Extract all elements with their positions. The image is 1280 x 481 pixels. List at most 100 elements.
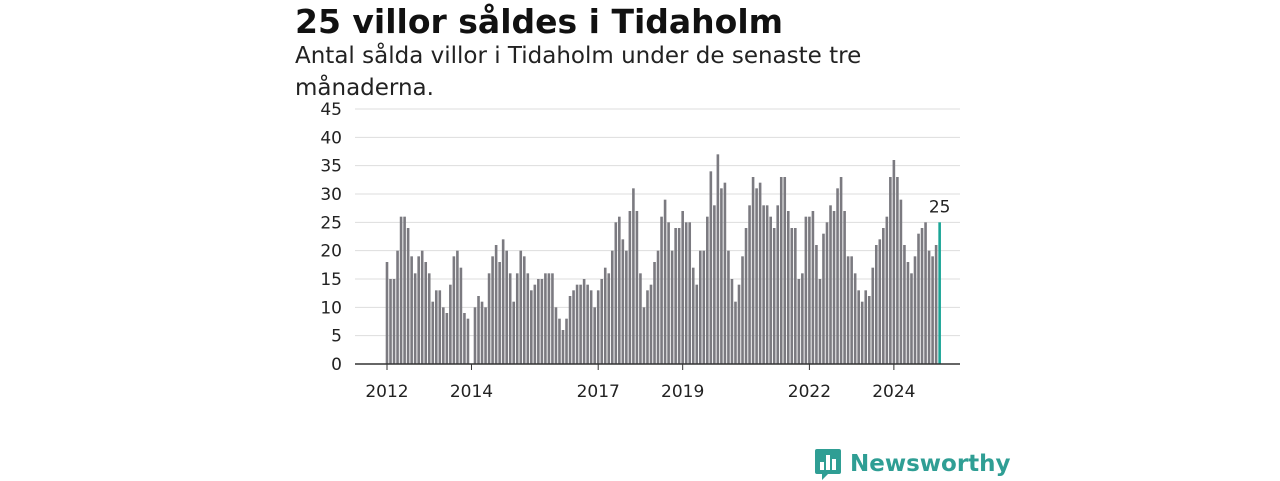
bar bbox=[769, 216, 772, 364]
bar bbox=[924, 222, 927, 364]
bar bbox=[406, 228, 410, 364]
bar bbox=[554, 307, 558, 364]
bar bbox=[779, 177, 783, 364]
bar bbox=[716, 154, 720, 364]
bar bbox=[850, 256, 853, 364]
bar bbox=[519, 250, 523, 364]
bar bbox=[547, 273, 551, 364]
y-tick-label: 30 bbox=[320, 185, 342, 205]
bar bbox=[702, 250, 706, 364]
y-tick-label: 45 bbox=[320, 100, 342, 120]
bar bbox=[593, 307, 596, 364]
bar bbox=[434, 290, 438, 364]
bar bbox=[452, 256, 456, 364]
bar bbox=[737, 284, 741, 364]
bar bbox=[491, 256, 494, 364]
bars bbox=[385, 154, 941, 364]
bar bbox=[586, 284, 589, 364]
bar bbox=[480, 301, 484, 364]
bar bbox=[741, 256, 744, 364]
bar bbox=[706, 216, 709, 364]
x-tick-label: 2014 bbox=[450, 382, 493, 402]
highlighted-bar bbox=[938, 222, 941, 364]
bar bbox=[410, 256, 413, 364]
bar bbox=[734, 301, 737, 364]
bar bbox=[618, 216, 621, 364]
bar bbox=[825, 222, 829, 364]
bar bbox=[931, 256, 934, 364]
bar bbox=[674, 228, 677, 364]
bar bbox=[649, 284, 653, 364]
chart-title: 25 villor såldes i Tidaholm bbox=[295, 2, 784, 41]
bar bbox=[477, 296, 480, 364]
bar bbox=[522, 256, 526, 364]
bar bbox=[730, 279, 734, 364]
bar bbox=[684, 222, 688, 364]
y-axis-labels: 0 5 10 15 20 25 30 35 40 45 bbox=[320, 100, 342, 375]
bar bbox=[449, 284, 452, 364]
bar bbox=[607, 273, 611, 364]
bar bbox=[508, 273, 512, 364]
bar bbox=[882, 228, 885, 364]
bar bbox=[512, 301, 516, 364]
bar bbox=[755, 188, 758, 364]
bar bbox=[417, 256, 420, 364]
bar bbox=[413, 273, 417, 364]
bar bbox=[681, 211, 684, 364]
bar bbox=[442, 307, 445, 364]
bar bbox=[896, 177, 899, 364]
bar bbox=[906, 262, 910, 364]
bar bbox=[698, 250, 702, 364]
bar bbox=[438, 290, 442, 364]
bar bbox=[385, 262, 389, 364]
bar bbox=[663, 199, 667, 364]
bar bbox=[515, 273, 519, 364]
y-tick-label: 5 bbox=[331, 327, 342, 347]
bar bbox=[568, 296, 572, 364]
bar bbox=[392, 279, 396, 364]
bar bbox=[832, 211, 836, 364]
y-tick-label: 35 bbox=[320, 157, 342, 177]
bar bbox=[713, 205, 716, 364]
bar bbox=[892, 160, 896, 364]
bar bbox=[822, 233, 825, 364]
bar bbox=[501, 239, 505, 364]
x-axis-labels: 2012 2014 2017 2019 2022 2024 bbox=[365, 364, 916, 402]
bar bbox=[878, 239, 882, 364]
bar bbox=[934, 245, 938, 364]
bar-chart-speech-bubble-icon bbox=[815, 449, 841, 480]
bar bbox=[808, 216, 811, 364]
bar bbox=[920, 228, 924, 364]
bar bbox=[533, 284, 537, 364]
bar bbox=[653, 262, 656, 364]
highlight-value-label: 25 bbox=[929, 197, 951, 217]
bar bbox=[575, 284, 579, 364]
bar bbox=[709, 171, 713, 364]
bar bbox=[639, 273, 642, 364]
bar bbox=[776, 205, 780, 364]
bar bbox=[498, 262, 501, 364]
bar bbox=[579, 284, 582, 364]
bar bbox=[758, 182, 762, 364]
brand-name: Newsworthy bbox=[850, 451, 1011, 477]
bar bbox=[801, 273, 804, 364]
bar bbox=[857, 290, 860, 364]
bar bbox=[459, 267, 463, 364]
bar bbox=[670, 250, 674, 364]
x-tick-label: 2024 bbox=[872, 382, 915, 402]
bar bbox=[389, 279, 392, 364]
x-tick-label: 2019 bbox=[661, 382, 704, 402]
bar bbox=[565, 318, 568, 364]
bar bbox=[913, 256, 917, 364]
bar bbox=[688, 222, 692, 364]
bar bbox=[621, 239, 625, 364]
bar bbox=[642, 307, 646, 364]
bar bbox=[558, 318, 561, 364]
bar bbox=[853, 273, 857, 364]
bar bbox=[794, 228, 797, 364]
y-tick-label: 40 bbox=[320, 128, 342, 148]
bar bbox=[561, 330, 565, 364]
bar bbox=[677, 228, 681, 364]
bar bbox=[765, 205, 769, 364]
